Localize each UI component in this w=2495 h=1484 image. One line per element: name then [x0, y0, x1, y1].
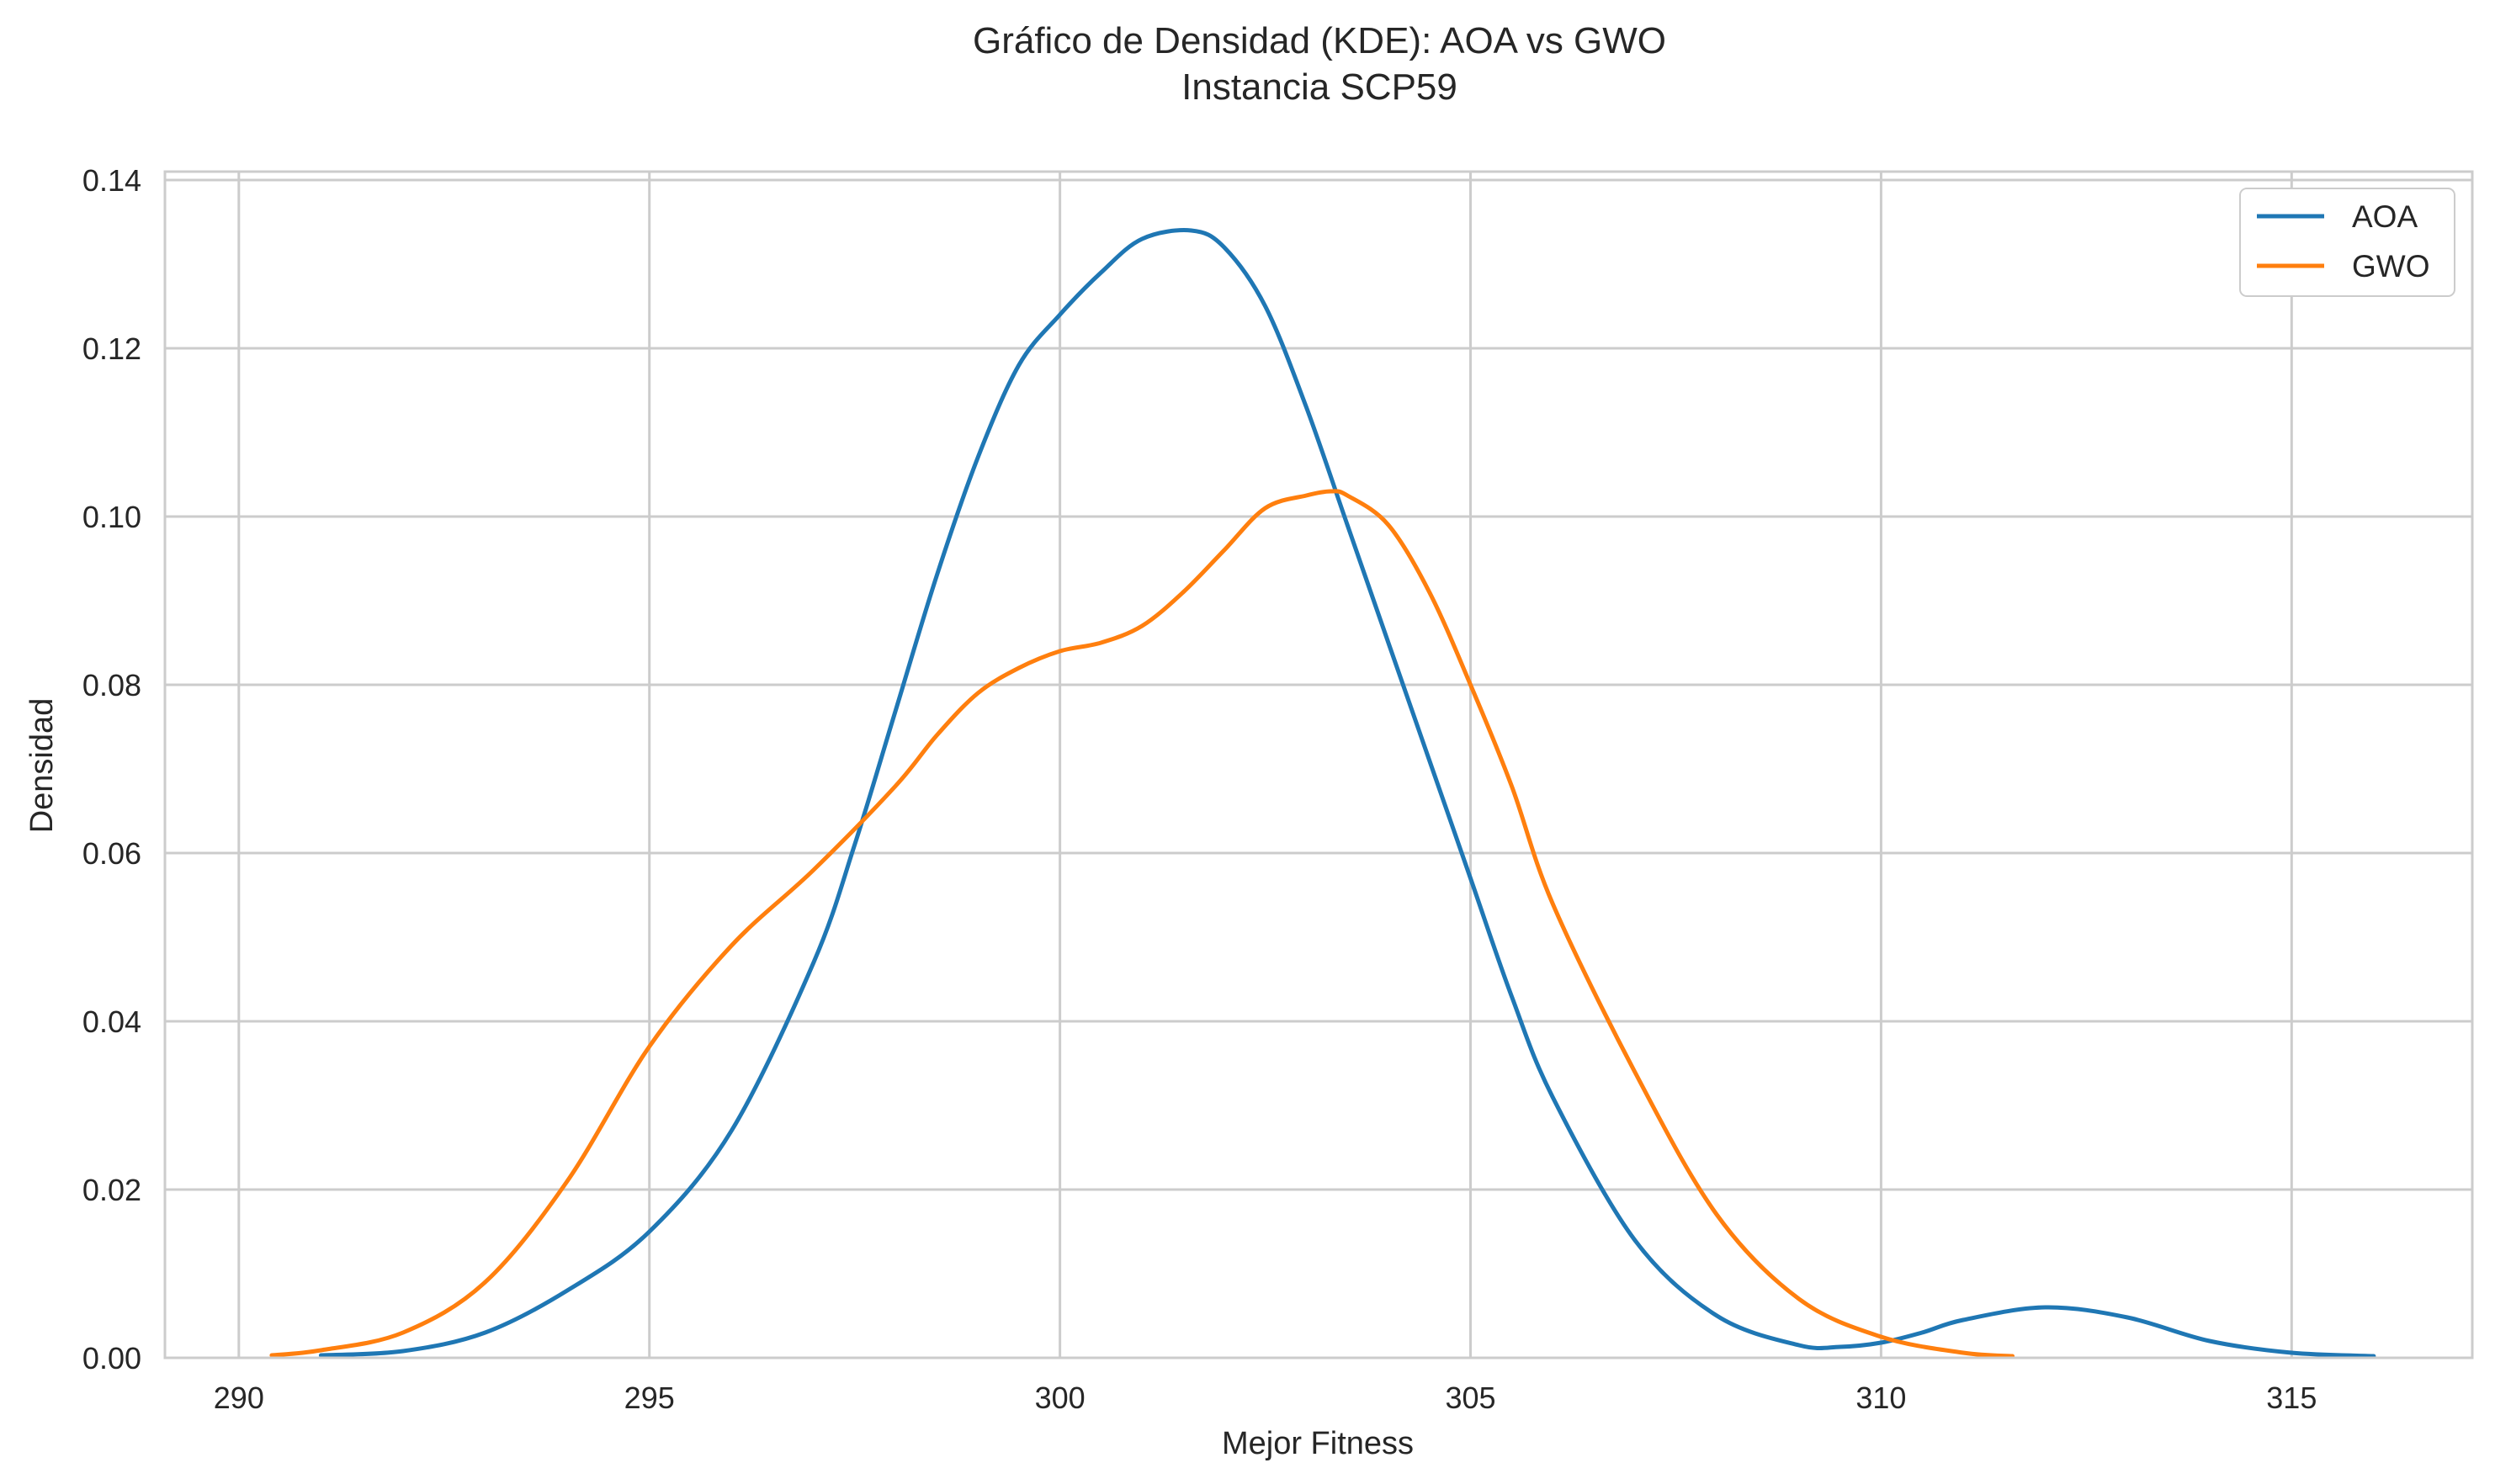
y-tick-label: 0.00 — [82, 1341, 141, 1375]
legend-label-aoa: AOA — [2352, 199, 2418, 234]
chart-subtitle: Instancia SCP59 — [1181, 66, 1457, 108]
grid-lines — [165, 172, 2472, 1359]
y-tick-label: 0.10 — [82, 500, 141, 534]
tick-labels: 290 295 300 305 310 315 0.00 0.02 0.04 0.06 0.08 0.… — [82, 163, 2317, 1415]
y-axis-label: Densidad — [24, 698, 60, 834]
x-tick-label: 315 — [2266, 1381, 2317, 1415]
y-tick-label: 0.02 — [82, 1173, 141, 1207]
legend-label-gwo: GWO — [2352, 249, 2429, 284]
x-tick-label: 300 — [1035, 1381, 1086, 1415]
x-tick-label: 295 — [624, 1381, 675, 1415]
plot-frame — [163, 170, 2474, 1359]
y-tick-label: 0.14 — [82, 163, 141, 198]
series-line-aoa — [318, 228, 2376, 1359]
y-tick-label: 0.12 — [82, 331, 141, 366]
y-tick-label: 0.06 — [82, 836, 141, 871]
series-layer — [269, 228, 2376, 1359]
x-tick-label: 310 — [1855, 1381, 1906, 1415]
x-tick-label: 305 — [1445, 1381, 1495, 1415]
chart-title: Gráfico de Densidad (KDE): AOA vs GWO — [973, 20, 1666, 61]
series-line-gwo — [269, 489, 2015, 1359]
y-tick-label: 0.08 — [82, 668, 141, 702]
y-tick-label: 0.04 — [82, 1004, 141, 1039]
x-axis-label: Mejor Fitness — [1222, 1426, 1414, 1461]
x-tick-label: 290 — [214, 1381, 264, 1415]
legend: AOA GWO — [2239, 188, 2455, 297]
